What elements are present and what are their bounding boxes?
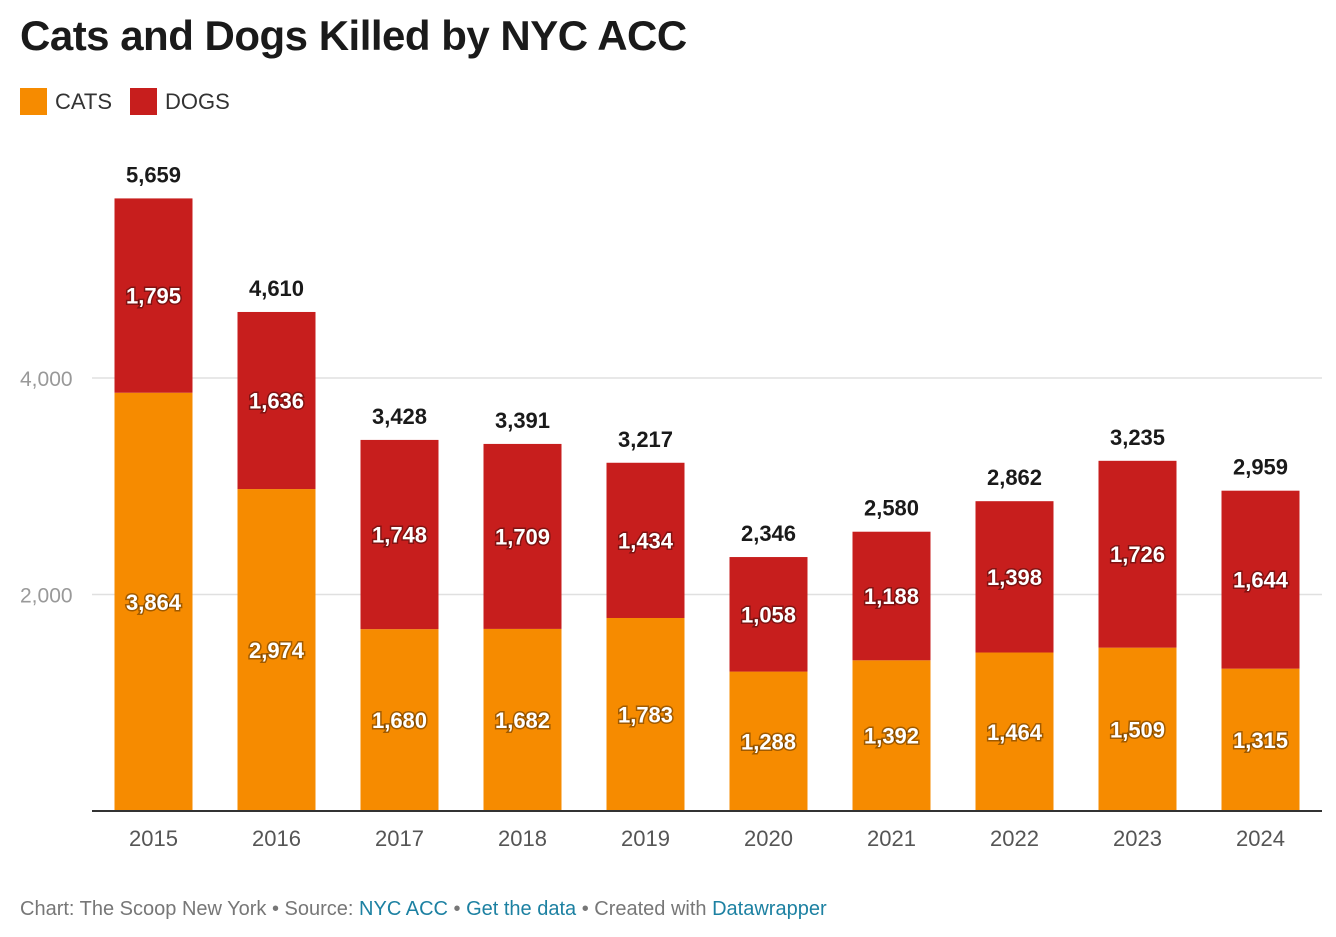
data-label-dogs: 1,726 xyxy=(1110,542,1165,567)
legend-swatch-dogs xyxy=(130,88,158,115)
data-label-cats: 1,680 xyxy=(372,708,427,733)
total-label: 5,659 xyxy=(126,162,181,187)
bar-cats xyxy=(1221,668,1300,811)
x-tick-label: 2017 xyxy=(375,826,424,851)
total-label: 2,862 xyxy=(987,465,1042,490)
total-label: 2,580 xyxy=(864,496,919,521)
get-the-data-link[interactable]: Get the data xyxy=(466,898,577,920)
chart-title: Cats and Dogs Killed by NYC ACC xyxy=(20,12,687,59)
bar-dogs xyxy=(483,443,562,629)
data-label-cats: 2,974 xyxy=(249,638,305,663)
data-label-cats: 1,288 xyxy=(741,729,796,754)
total-label: 4,610 xyxy=(249,276,304,301)
x-tick-label: 2018 xyxy=(498,826,547,851)
data-label-cats: 1,509 xyxy=(1110,717,1165,742)
total-label: 3,235 xyxy=(1110,425,1165,450)
data-label-dogs: 1,636 xyxy=(249,389,304,414)
data-label-dogs: 1,795 xyxy=(126,284,181,309)
legend: CATS DOGS xyxy=(20,88,248,115)
x-tick-label: 2022 xyxy=(990,826,1039,851)
data-label-dogs: 1,058 xyxy=(741,602,796,627)
bar-cats xyxy=(360,629,439,811)
x-tick-label: 2021 xyxy=(867,826,916,851)
bar-cats xyxy=(483,628,562,811)
legend-swatch-cats xyxy=(20,88,47,115)
y-tick-label: 2,000 xyxy=(20,585,73,608)
bar-cats xyxy=(975,652,1054,811)
bar-cats xyxy=(1098,647,1177,811)
data-label-cats: 3,864 xyxy=(126,590,182,615)
y-tick-label: 4,000 xyxy=(20,368,73,391)
legend-item-dogs: DOGS xyxy=(130,88,230,115)
x-tick-label: 2024 xyxy=(1236,826,1285,851)
total-label: 3,391 xyxy=(495,408,550,433)
data-label-dogs: 1,188 xyxy=(864,584,919,609)
data-label-cats: 1,315 xyxy=(1233,728,1288,753)
data-label-dogs: 1,398 xyxy=(987,565,1042,590)
legend-label-cats: CATS xyxy=(55,88,113,114)
data-label-dogs: 1,644 xyxy=(1233,568,1289,593)
bar-dogs xyxy=(852,531,931,661)
x-tick-label: 2023 xyxy=(1113,826,1162,851)
datawrapper-link[interactable]: Datawrapper xyxy=(712,898,827,920)
total-label: 2,959 xyxy=(1233,455,1288,480)
data-label-cats: 1,392 xyxy=(864,724,919,749)
bar-cats xyxy=(606,617,685,811)
bar-dogs xyxy=(729,557,808,672)
x-tick-label: 2016 xyxy=(252,826,301,851)
source-link[interactable]: NYC ACC xyxy=(359,898,448,920)
legend-item-cats: CATS xyxy=(20,88,112,115)
bar-dogs xyxy=(606,462,685,618)
total-label: 3,428 xyxy=(372,404,427,429)
data-label-dogs: 1,748 xyxy=(372,523,427,548)
data-label-cats: 1,783 xyxy=(618,702,673,727)
bar-dogs xyxy=(975,501,1054,653)
bar-cats xyxy=(237,489,316,811)
total-label: 2,346 xyxy=(741,521,796,546)
stacked-bar-chart: 2,000 4,000 3,864 1,795 5,659 2015 2,974 1,636 4… xyxy=(20,162,1322,851)
chart-footer: Chart: The Scoop New York • Source: NYC … xyxy=(20,898,827,921)
bar-cats xyxy=(114,392,193,811)
data-label-dogs: 1,709 xyxy=(495,524,550,549)
bar-dogs xyxy=(1098,460,1177,648)
x-tick-label: 2020 xyxy=(744,826,793,851)
footer-credit: Chart: The Scoop New York • Source: xyxy=(20,898,360,920)
bar-cats xyxy=(852,660,931,811)
bar-cats xyxy=(729,671,808,811)
bar-dogs xyxy=(237,311,316,490)
x-tick-label: 2015 xyxy=(129,826,178,851)
x-tick-label: 2019 xyxy=(621,826,670,851)
footer-created-with: • Created with xyxy=(576,898,713,920)
bar-dogs xyxy=(1221,490,1300,669)
bar-dogs xyxy=(360,439,439,630)
data-label-cats: 1,464 xyxy=(987,720,1043,745)
data-label-cats: 1,682 xyxy=(495,708,550,733)
bar-dogs xyxy=(114,198,193,393)
total-label: 3,217 xyxy=(618,427,673,452)
data-label-dogs: 1,434 xyxy=(618,528,674,553)
footer-separator: • xyxy=(447,898,467,920)
legend-label-dogs: DOGS xyxy=(165,88,230,114)
